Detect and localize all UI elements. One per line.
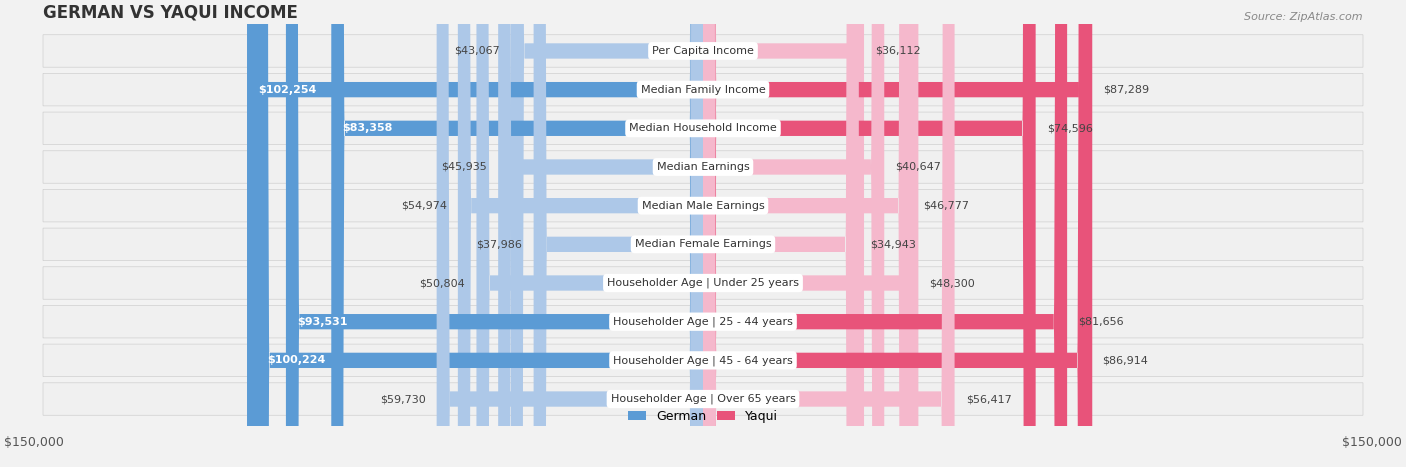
FancyBboxPatch shape: [703, 0, 918, 467]
FancyBboxPatch shape: [44, 305, 1362, 338]
FancyBboxPatch shape: [44, 73, 1362, 106]
Text: Householder Age | Over 65 years: Householder Age | Over 65 years: [610, 394, 796, 404]
FancyBboxPatch shape: [703, 0, 1067, 467]
Text: Householder Age | 25 - 44 years: Householder Age | 25 - 44 years: [613, 317, 793, 327]
FancyBboxPatch shape: [44, 228, 1362, 261]
Text: $46,777: $46,777: [922, 201, 969, 211]
FancyBboxPatch shape: [247, 0, 703, 467]
FancyBboxPatch shape: [703, 0, 911, 467]
FancyBboxPatch shape: [332, 0, 703, 467]
FancyBboxPatch shape: [44, 267, 1362, 299]
FancyBboxPatch shape: [44, 383, 1362, 415]
FancyBboxPatch shape: [703, 0, 1092, 467]
Text: GERMAN VS YAQUI INCOME: GERMAN VS YAQUI INCOME: [44, 4, 298, 22]
FancyBboxPatch shape: [44, 35, 1362, 67]
FancyBboxPatch shape: [703, 0, 884, 467]
Text: Source: ZipAtlas.com: Source: ZipAtlas.com: [1244, 12, 1362, 22]
Text: $34,943: $34,943: [870, 239, 915, 249]
FancyBboxPatch shape: [44, 151, 1362, 183]
FancyBboxPatch shape: [498, 0, 703, 467]
Text: $86,914: $86,914: [1102, 355, 1147, 365]
FancyBboxPatch shape: [703, 0, 1091, 467]
Text: Per Capita Income: Per Capita Income: [652, 46, 754, 56]
FancyBboxPatch shape: [437, 0, 703, 467]
FancyBboxPatch shape: [703, 0, 955, 467]
FancyBboxPatch shape: [703, 0, 865, 467]
Text: $83,358: $83,358: [343, 123, 392, 133]
Text: Median Family Income: Median Family Income: [641, 85, 765, 95]
Text: Householder Age | 45 - 64 years: Householder Age | 45 - 64 years: [613, 355, 793, 366]
Text: $93,531: $93,531: [297, 317, 347, 327]
FancyBboxPatch shape: [44, 344, 1362, 376]
Legend: German, Yaqui: German, Yaqui: [623, 405, 783, 428]
FancyBboxPatch shape: [703, 0, 1036, 467]
FancyBboxPatch shape: [285, 0, 703, 467]
Text: $54,974: $54,974: [401, 201, 447, 211]
FancyBboxPatch shape: [44, 112, 1362, 145]
Text: Householder Age | Under 25 years: Householder Age | Under 25 years: [607, 278, 799, 288]
Text: $40,647: $40,647: [896, 162, 941, 172]
Text: $56,417: $56,417: [966, 394, 1011, 404]
FancyBboxPatch shape: [256, 0, 703, 467]
Text: $100,224: $100,224: [267, 355, 326, 365]
Text: $87,289: $87,289: [1104, 85, 1150, 95]
Text: Median Household Income: Median Household Income: [628, 123, 778, 133]
Text: $36,112: $36,112: [875, 46, 921, 56]
FancyBboxPatch shape: [534, 0, 703, 467]
FancyBboxPatch shape: [44, 190, 1362, 222]
FancyBboxPatch shape: [477, 0, 703, 467]
FancyBboxPatch shape: [510, 0, 703, 467]
Text: $59,730: $59,730: [380, 394, 426, 404]
Text: $74,596: $74,596: [1047, 123, 1092, 133]
Text: $50,804: $50,804: [419, 278, 465, 288]
Text: $45,935: $45,935: [441, 162, 486, 172]
Text: $48,300: $48,300: [929, 278, 976, 288]
Text: $102,254: $102,254: [259, 85, 316, 95]
Text: Median Female Earnings: Median Female Earnings: [634, 239, 772, 249]
Text: $43,067: $43,067: [454, 46, 499, 56]
Text: Median Earnings: Median Earnings: [657, 162, 749, 172]
Text: Median Male Earnings: Median Male Earnings: [641, 201, 765, 211]
Text: $81,656: $81,656: [1078, 317, 1123, 327]
FancyBboxPatch shape: [458, 0, 703, 467]
Text: $37,986: $37,986: [477, 239, 523, 249]
FancyBboxPatch shape: [703, 0, 859, 467]
